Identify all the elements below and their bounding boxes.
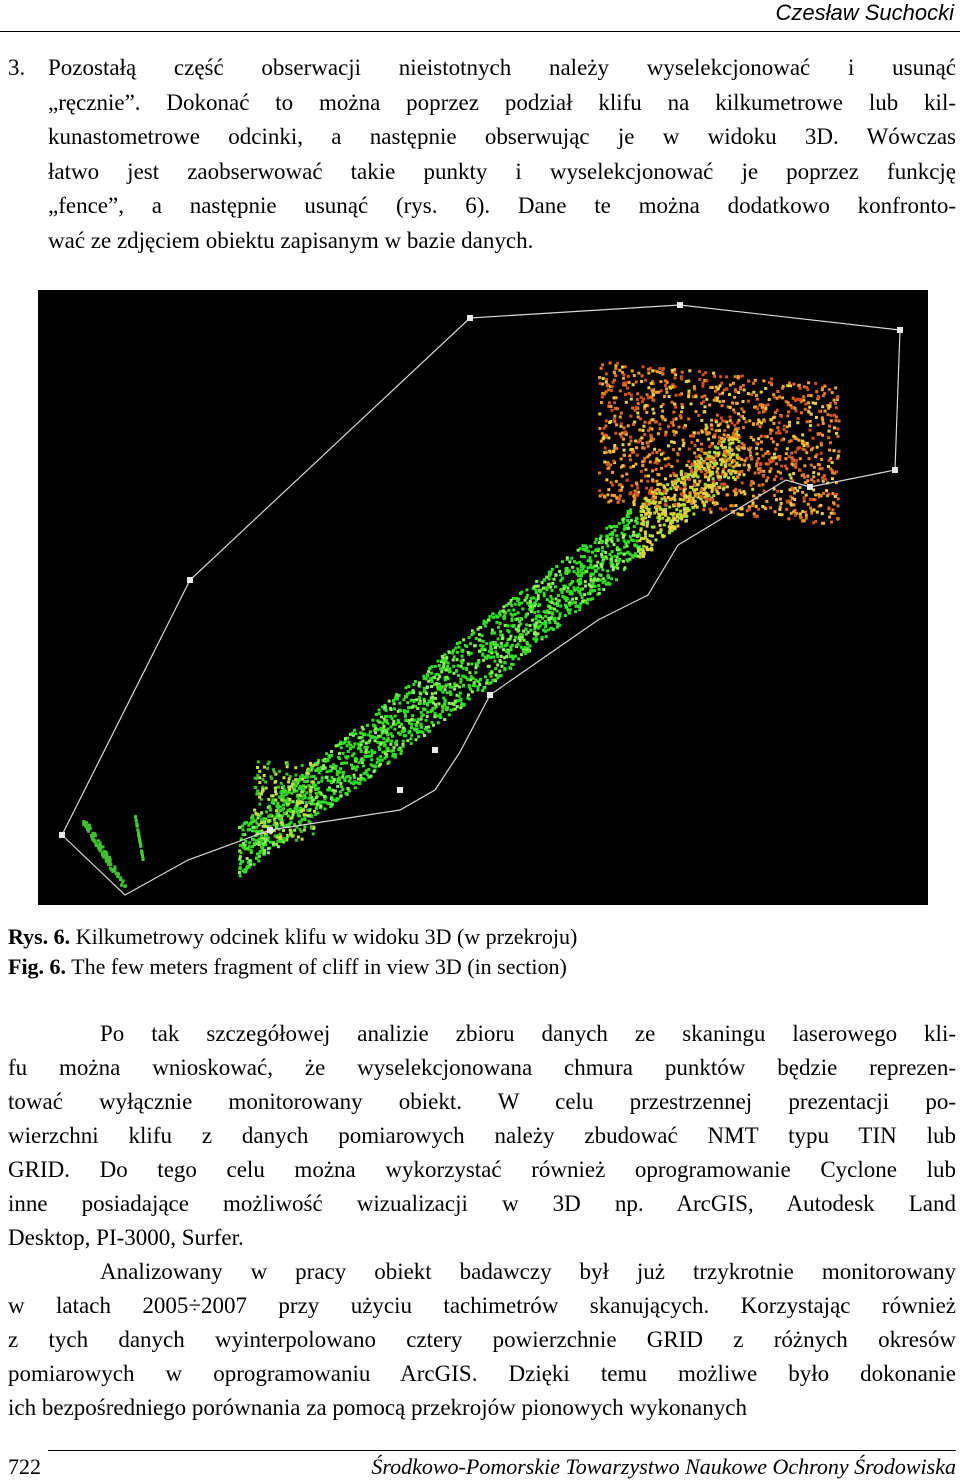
text-line: pomiarowych w oprogramowaniu ArcGIS. Dzi… [8,1361,956,1386]
figure-caption-pl: Rys. 6. Kilkumetrowy odcinek klifu w wid… [8,924,577,950]
text-line: wierzchni klifu z danych pomiarowych nal… [8,1123,956,1148]
figure-image [38,290,928,905]
header-rule [0,31,960,32]
text-line: łatwo jest zaobserwować takie punkty i w… [48,158,956,184]
running-header: Czesław Suchocki [775,0,954,25]
text-line: w latach 2005÷2007 przy użyciu tachimetr… [8,1293,956,1318]
text-line: fu można wnioskować, że wyselekcjonowana… [8,1055,956,1080]
text-line: GRID. Do tego celu można wykorzystać rów… [8,1157,956,1182]
caption-label: Fig. 6. [8,954,67,979]
text-line: Desktop, PI-3000, Surfer. [8,1225,244,1250]
caption-label: Rys. 6. [8,924,71,949]
text-line: „ręcznie”. Dokonać to można poprzez podz… [48,89,956,115]
page-number: 722 [8,1454,41,1479]
text-line: ich bezpośredniego porównania za pomocą … [8,1395,747,1420]
text-line: Analizowany w pracy obiekt badawczy był … [100,1259,956,1284]
text-line: inne posiadające możliwość wizualizacji … [8,1191,956,1216]
text-line: „fence”, a następnie usunąć (rys. 6). Da… [48,193,956,219]
text-line: Po tak szczegółowej analizie zbioru dany… [100,1021,956,1046]
text-line: z tych danych wyinterpolowano cztery pow… [8,1327,956,1352]
journal-name: Środkowo-Pomorskie Towarzystwo Naukowe O… [371,1454,956,1479]
text-line: Pozostałą część obserwacji nieistotnych … [48,55,956,80]
footer-rule [48,1450,956,1451]
text-line: kunastometrowe odcinki, a następnie obse… [48,124,956,150]
figure-caption-en: Fig. 6. The few meters fragment of cliff… [8,954,567,980]
caption-text: The few meters fragment of cliff in view… [71,954,567,979]
text-line: wać ze zdjęciem obiektu zapisanym w bazi… [48,228,534,253]
caption-text: Kilkumetrowy odcinek klifu w widoku 3D (… [75,924,578,949]
list-number: 3. [8,55,26,80]
text-line: tować wyłącznie monitorowany obiekt. W c… [8,1089,956,1114]
